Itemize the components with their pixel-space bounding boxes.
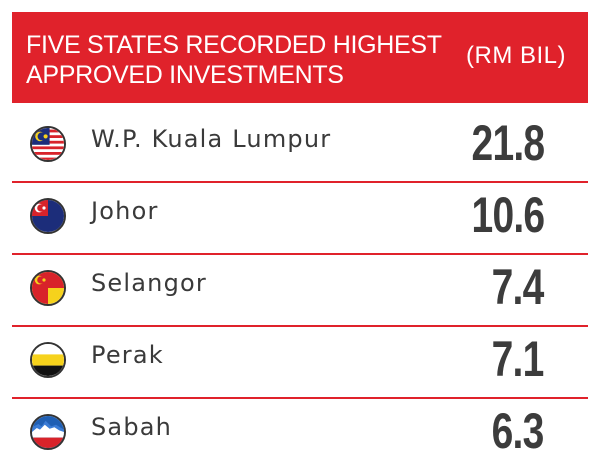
state-label: W.P. Kuala Lumpur xyxy=(91,125,332,153)
state-label: Selangor xyxy=(91,269,207,297)
states-table: W.P. Kuala Lumpur 21.8 Johor 10.6 xyxy=(12,111,588,469)
selangor-flag-icon xyxy=(30,270,66,306)
chart-title: FIVE STATES RECORDED HIGHEST APPROVED IN… xyxy=(26,31,442,89)
johor-flag-icon xyxy=(30,198,66,234)
chart-header: FIVE STATES RECORDED HIGHEST APPROVED IN… xyxy=(12,12,588,103)
state-label: Johor xyxy=(91,197,159,225)
sabah-flag-icon xyxy=(30,414,66,450)
value-label: 6.3 xyxy=(492,403,545,459)
state-label: Perak xyxy=(91,341,164,369)
table-row: Sabah 6.3 xyxy=(12,399,588,469)
table-row: Johor 10.6 xyxy=(12,183,588,255)
table-row: Perak 7.1 xyxy=(12,327,588,399)
value-label: 7.4 xyxy=(492,259,545,315)
table-row: W.P. Kuala Lumpur 21.8 xyxy=(12,111,588,183)
kuala-lumpur-flag-icon xyxy=(30,126,66,162)
perak-flag-icon xyxy=(30,342,66,378)
value-label: 7.1 xyxy=(492,331,545,387)
state-label: Sabah xyxy=(91,413,173,441)
value-label: 21.8 xyxy=(471,115,545,171)
table-row: Selangor 7.4 xyxy=(12,255,588,327)
unit-label: (RM BIL) xyxy=(466,42,566,69)
value-label: 10.6 xyxy=(471,187,545,243)
